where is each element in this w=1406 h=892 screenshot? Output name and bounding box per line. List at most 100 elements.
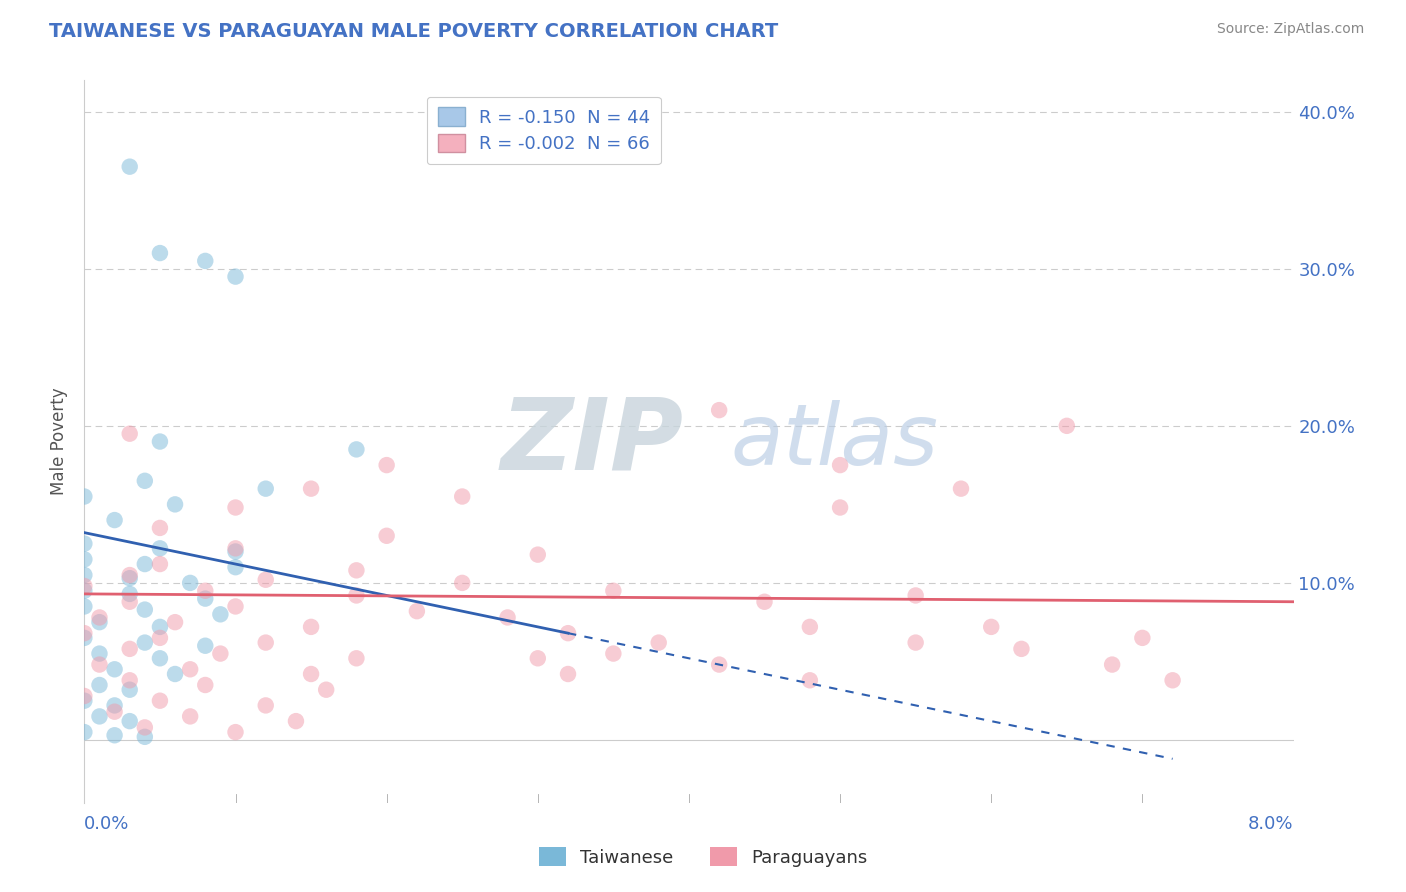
- Point: [254, 635, 277, 649]
- Point: [194, 639, 217, 653]
- Point: [73, 599, 96, 614]
- Text: 8.0%: 8.0%: [1249, 815, 1294, 833]
- Point: [209, 647, 232, 661]
- Point: [118, 595, 141, 609]
- Point: [73, 536, 96, 550]
- Point: [73, 568, 96, 582]
- Point: [315, 682, 337, 697]
- Text: Source: ZipAtlas.com: Source: ZipAtlas.com: [1216, 22, 1364, 37]
- Point: [134, 557, 156, 571]
- Point: [299, 620, 322, 634]
- Point: [134, 720, 156, 734]
- Point: [149, 246, 172, 260]
- Point: [89, 709, 111, 723]
- Point: [73, 725, 96, 739]
- Point: [225, 560, 247, 574]
- Point: [73, 694, 96, 708]
- Point: [149, 541, 172, 556]
- Point: [451, 575, 474, 590]
- Point: [73, 689, 96, 703]
- Point: [118, 426, 141, 441]
- Point: [299, 667, 322, 681]
- Point: [73, 552, 96, 566]
- Point: [754, 595, 776, 609]
- Point: [165, 497, 187, 511]
- Point: [557, 626, 579, 640]
- Point: [602, 583, 624, 598]
- Point: [375, 458, 398, 472]
- Point: [194, 583, 217, 598]
- Point: [89, 615, 111, 630]
- Point: [406, 604, 429, 618]
- Point: [165, 667, 187, 681]
- Point: [285, 714, 308, 728]
- Point: [118, 568, 141, 582]
- Point: [254, 698, 277, 713]
- Point: [225, 725, 247, 739]
- Point: [194, 253, 217, 268]
- Point: [648, 635, 671, 649]
- Point: [602, 647, 624, 661]
- Point: [225, 541, 247, 556]
- Point: [194, 678, 217, 692]
- Point: [209, 607, 232, 622]
- Point: [118, 571, 141, 585]
- Point: [1161, 673, 1184, 688]
- Point: [225, 544, 247, 558]
- Point: [830, 458, 852, 472]
- Point: [89, 610, 111, 624]
- Text: TAIWANESE VS PARAGUAYAN MALE POVERTY CORRELATION CHART: TAIWANESE VS PARAGUAYAN MALE POVERTY COR…: [49, 22, 779, 41]
- Point: [104, 513, 127, 527]
- Point: [118, 682, 141, 697]
- Point: [557, 667, 579, 681]
- Point: [451, 490, 474, 504]
- Point: [73, 579, 96, 593]
- Point: [134, 474, 156, 488]
- Point: [950, 482, 973, 496]
- Point: [89, 678, 111, 692]
- Point: [149, 434, 172, 449]
- Point: [225, 269, 247, 284]
- Point: [1011, 641, 1033, 656]
- Point: [104, 728, 127, 742]
- Point: [149, 557, 172, 571]
- Point: [118, 587, 141, 601]
- Point: [118, 160, 141, 174]
- Point: [118, 641, 141, 656]
- Point: [904, 635, 927, 649]
- Point: [179, 575, 201, 590]
- Point: [375, 529, 398, 543]
- Point: [149, 694, 172, 708]
- Point: [496, 610, 519, 624]
- Point: [527, 548, 550, 562]
- Point: [89, 647, 111, 661]
- Point: [346, 589, 368, 603]
- Point: [149, 651, 172, 665]
- Text: 0.0%: 0.0%: [84, 815, 129, 833]
- Point: [179, 709, 201, 723]
- Point: [980, 620, 1002, 634]
- Point: [709, 403, 731, 417]
- Point: [346, 563, 368, 577]
- Point: [299, 482, 322, 496]
- Point: [149, 521, 172, 535]
- Point: [709, 657, 731, 672]
- Point: [149, 631, 172, 645]
- Point: [134, 602, 156, 616]
- Point: [830, 500, 852, 515]
- Point: [89, 657, 111, 672]
- Point: [165, 615, 187, 630]
- Point: [225, 599, 247, 614]
- Point: [73, 583, 96, 598]
- Point: [799, 673, 821, 688]
- Point: [104, 698, 127, 713]
- Point: [904, 589, 927, 603]
- Point: [346, 442, 368, 457]
- Point: [73, 626, 96, 640]
- Point: [254, 482, 277, 496]
- Point: [1056, 418, 1078, 433]
- Point: [104, 662, 127, 676]
- Point: [149, 620, 172, 634]
- Point: [1101, 657, 1123, 672]
- Point: [799, 620, 821, 634]
